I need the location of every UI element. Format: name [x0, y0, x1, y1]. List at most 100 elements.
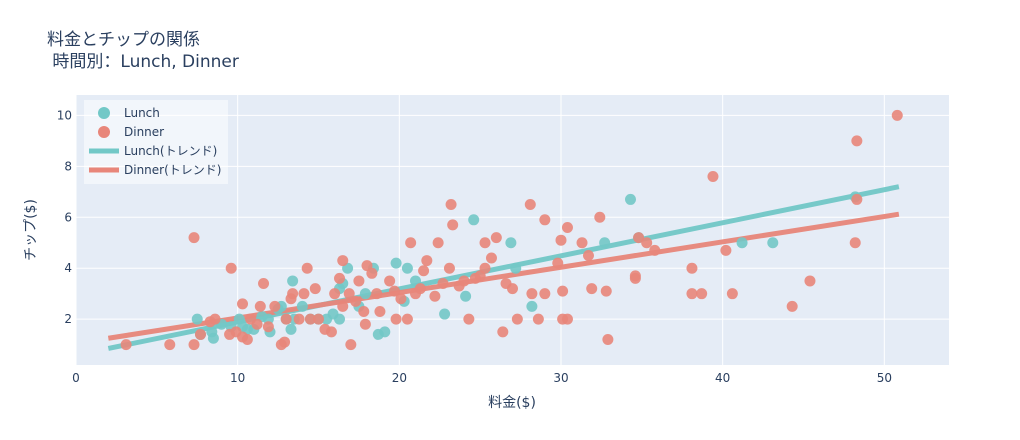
point-dinner [594, 211, 606, 223]
point-dinner [269, 300, 281, 312]
point-dinner [576, 237, 588, 249]
point-lunch [526, 300, 538, 312]
point-lunch [359, 288, 371, 300]
legend-item-lunch-trend[interactable]: Lunch(トレンド) [89, 144, 217, 158]
point-lunch [390, 257, 402, 269]
point-dinner [649, 244, 661, 256]
point-dinner [298, 288, 310, 300]
point-dinner [251, 318, 263, 330]
legend-item-lunch[interactable]: Lunch [98, 106, 160, 120]
point-dinner [786, 300, 798, 312]
point-dinner [707, 171, 719, 183]
point-dinner [641, 237, 653, 249]
point-dinner [401, 313, 413, 325]
x-ticks: 0 10 20 30 40 50 [72, 371, 892, 385]
point-dinner [421, 255, 433, 267]
point-dinner [479, 262, 491, 274]
point-dinner [371, 288, 383, 300]
y-tick-label: 10 [57, 108, 72, 122]
point-dinner [254, 300, 266, 312]
point-dinner [629, 270, 641, 282]
point-dinner [301, 262, 313, 274]
point-dinner [507, 283, 518, 295]
point-dinner [418, 265, 430, 277]
point-dinner [258, 277, 270, 289]
point-dinner [851, 135, 863, 147]
point-lunch [285, 323, 297, 335]
point-dinner [188, 339, 200, 351]
point-dinner [720, 244, 732, 256]
point-dinner [237, 298, 249, 310]
point-dinner [851, 193, 863, 205]
point-dinner [313, 313, 324, 325]
point-dinner [390, 313, 402, 325]
point-dinner [262, 321, 274, 333]
point-dinner [726, 288, 738, 300]
point-dinner [388, 285, 400, 297]
point-dinner [849, 237, 861, 249]
point-dinner [602, 334, 614, 346]
x-axis-label: 料金($) [488, 395, 536, 411]
x-tick-label: 20 [392, 371, 407, 385]
point-dinner [557, 285, 569, 297]
legend-marker-lunch [98, 107, 110, 119]
point-dinner [405, 237, 417, 249]
point-dinner [334, 272, 346, 284]
point-dinner [337, 255, 349, 267]
point-dinner [279, 336, 291, 348]
y-tick-label: 2 [64, 312, 72, 326]
y-axis-label: チップ($) [23, 199, 39, 261]
legend-label-dinner: Dinner [124, 125, 164, 139]
point-dinner [241, 334, 253, 346]
legend-label-dinner-trend: Dinner(トレンド) [124, 163, 221, 177]
point-dinner [497, 326, 509, 338]
point-dinner [384, 275, 396, 287]
point-dinner [447, 219, 459, 231]
point-lunch [334, 313, 346, 325]
point-dinner [804, 275, 816, 287]
point-dinner [582, 249, 594, 261]
point-lunch [625, 193, 637, 205]
point-dinner [524, 199, 536, 211]
point-dinner [366, 267, 378, 279]
point-lunch [460, 290, 472, 302]
point-dinner [479, 237, 491, 249]
point-dinner [561, 313, 573, 325]
point-dinner [511, 313, 523, 325]
point-dinner [194, 328, 206, 340]
point-dinner [188, 232, 200, 244]
point-dinner [686, 288, 698, 300]
point-dinner [586, 283, 598, 295]
point-dinner [329, 288, 341, 300]
point-dinner [555, 234, 567, 246]
point-lunch [379, 326, 391, 338]
point-dinner [293, 313, 305, 325]
point-dinner [325, 326, 337, 338]
chart-title-line1: 料金とチップの関係 [47, 30, 200, 50]
point-dinner [532, 313, 544, 325]
point-dinner [633, 232, 645, 244]
x-tick-label: 50 [877, 371, 892, 385]
point-dinner [164, 339, 176, 351]
point-dinner [539, 288, 551, 300]
point-dinner [600, 285, 612, 297]
y-tick-label: 6 [64, 210, 72, 224]
point-dinner [343, 288, 355, 300]
point-lunch [736, 237, 748, 249]
point-dinner [458, 275, 470, 287]
legend-label-lunch: Lunch [124, 106, 160, 120]
point-lunch [510, 262, 522, 274]
point-lunch [599, 237, 611, 249]
point-dinner [437, 277, 449, 289]
point-dinner [891, 109, 903, 121]
point-lunch [191, 313, 203, 325]
point-lunch [287, 275, 299, 287]
legend-item-dinner[interactable]: Dinner [98, 125, 164, 139]
legend-item-dinner-trend[interactable]: Dinner(トレンド) [89, 163, 221, 177]
x-tick-label: 30 [553, 371, 568, 385]
point-dinner [374, 306, 386, 318]
point-dinner [539, 214, 551, 226]
point-lunch [207, 332, 219, 344]
point-dinner [414, 283, 426, 295]
point-dinner [358, 306, 370, 318]
